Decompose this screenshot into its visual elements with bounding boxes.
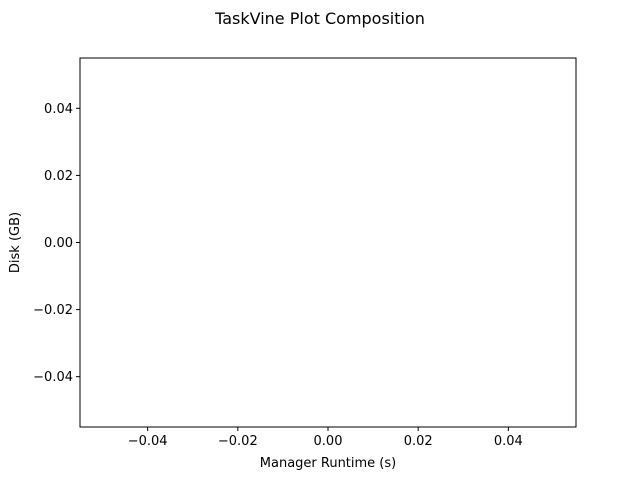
x-tick-label: 0.00 <box>314 434 343 449</box>
chart-title: TaskVine Plot Composition <box>214 9 425 28</box>
x-tick-label: 0.02 <box>404 434 433 449</box>
plot-area <box>79 57 577 428</box>
x-tick-label: −0.02 <box>218 434 258 449</box>
y-axis: 0.04 0.02 0.00 −0.02 −0.04 <box>33 102 80 385</box>
y-tick-label: 0.00 <box>44 236 73 251</box>
x-tick-label: −0.04 <box>128 434 168 449</box>
x-axis-label: Manager Runtime (s) <box>260 456 396 471</box>
x-tick-label: 0.04 <box>494 434 523 449</box>
y-tick-label: 0.02 <box>44 169 73 184</box>
x-axis: −0.04 −0.02 0.00 0.02 0.04 <box>128 427 523 449</box>
y-axis-label: Disk (GB) <box>8 212 23 273</box>
y-tick-label: −0.02 <box>33 303 73 318</box>
y-tick-label: −0.04 <box>33 370 73 385</box>
y-tick-label: 0.04 <box>44 102 73 117</box>
